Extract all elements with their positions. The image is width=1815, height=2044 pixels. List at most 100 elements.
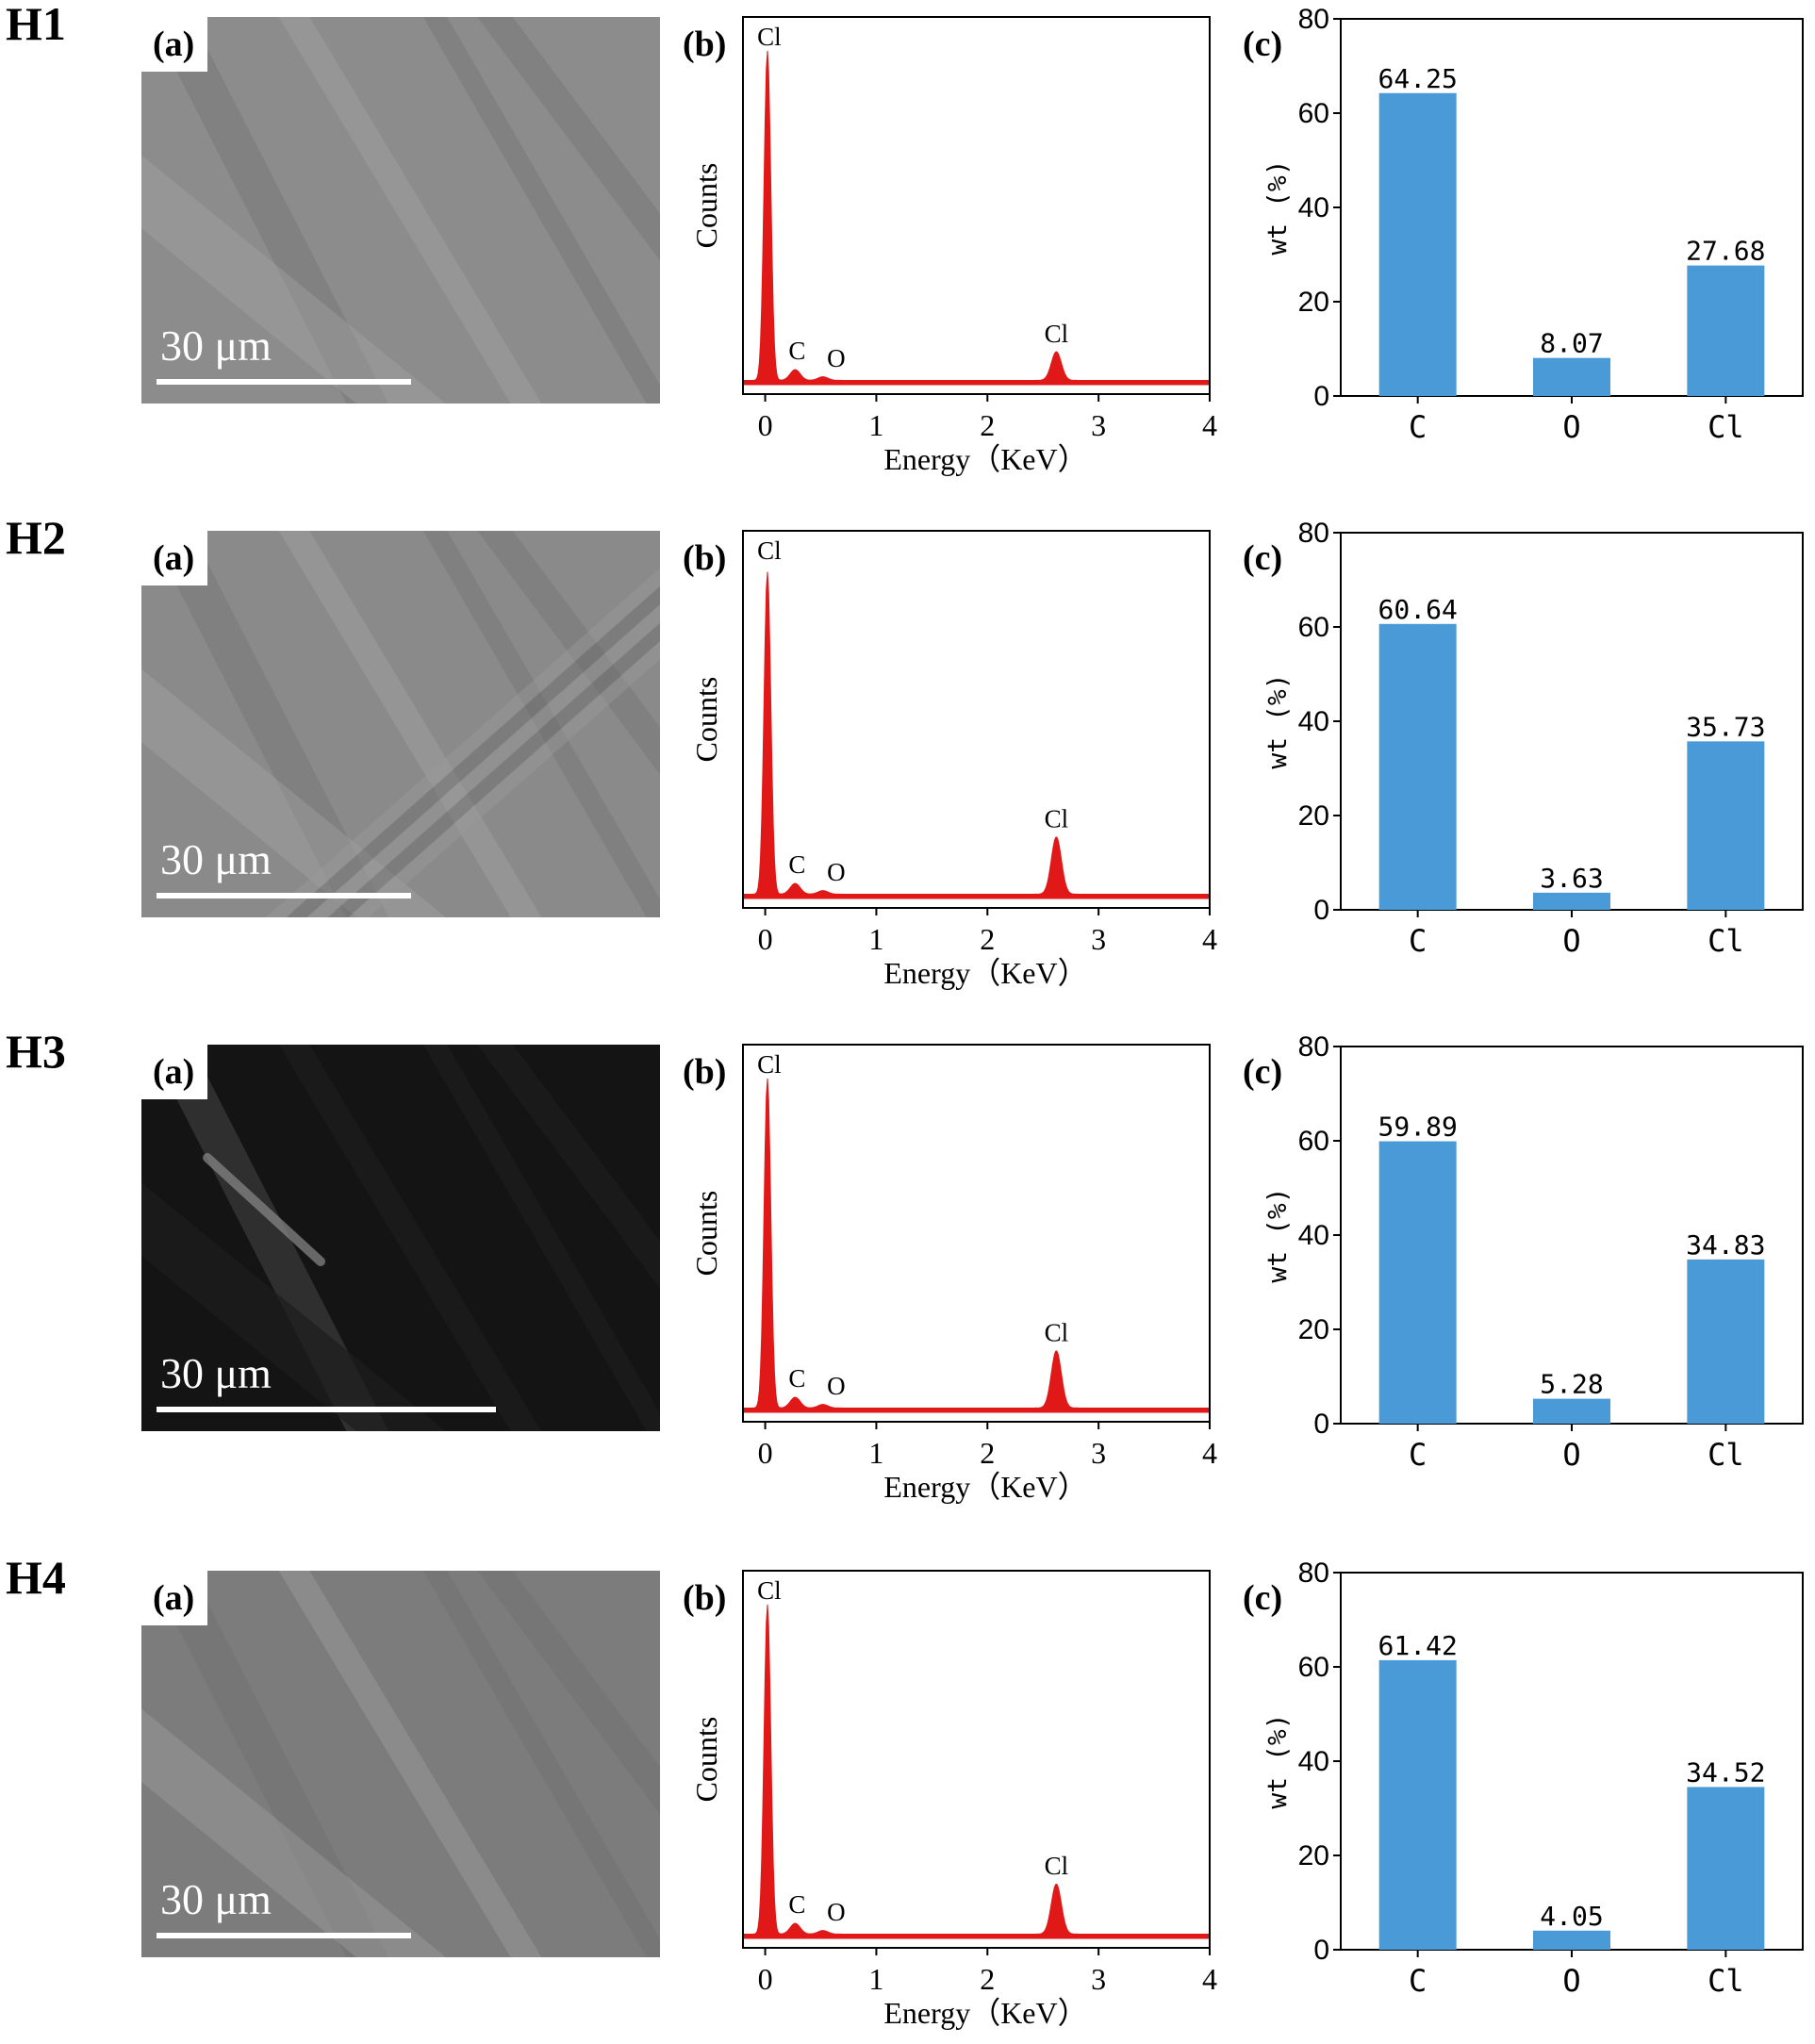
category-label: C: [1409, 1437, 1427, 1473]
spectrum-frame: [742, 1570, 1211, 1949]
scale-bar: [157, 1407, 496, 1412]
eds-spectrum: 0 1 2 3 4 Cl C O Cl Energy（KeV） Counts: [679, 514, 1217, 1004]
panel-label-c: (c): [1243, 1578, 1283, 1618]
peak-label: Cl: [1045, 320, 1069, 348]
chart-svg: 0 1 2 3 4 Cl C O Cl Energy（KeV） Counts: [689, 1570, 1217, 2030]
x-tick-label: 0: [758, 408, 773, 442]
panel-label-b: (b): [683, 1052, 727, 1092]
category-label: Cl: [1708, 923, 1744, 959]
category-label: Cl: [1708, 1963, 1744, 1999]
chart-mark: [141, 155, 446, 404]
sem-texture: [141, 531, 660, 917]
chart-mark: [477, 531, 660, 775]
chart-mark: [287, 586, 660, 917]
bar-value-label: 5.28: [1540, 1369, 1603, 1400]
x-tick-label: 2: [980, 1962, 995, 1996]
peak-label: O: [827, 858, 846, 886]
y-tick-label: 40: [1298, 1746, 1329, 1777]
y-tick-label: 20: [1298, 1314, 1329, 1345]
spectrum-frame: [742, 1044, 1211, 1423]
scale-bar: [157, 1933, 411, 1938]
chart-mark: [477, 1045, 660, 1289]
bar: [1533, 1398, 1610, 1424]
y-axis-label: Counts: [689, 1717, 723, 1803]
peak-label: Cl: [757, 1576, 782, 1605]
bar-value-label: 3.63: [1540, 863, 1603, 894]
bar-value-label: 4.05: [1540, 1901, 1603, 1932]
sem-image: (a) 30 μm: [141, 1045, 660, 1431]
panel-label-a: (a): [141, 17, 207, 72]
scale-bar-label: 30 μm: [160, 1875, 272, 1923]
x-tick-label: 1: [868, 1962, 883, 1996]
y-tick-label: 0: [1313, 381, 1329, 412]
chart-mark: [278, 1571, 542, 1957]
category-label: O: [1562, 409, 1580, 445]
y-axis-label: Counts: [689, 163, 723, 249]
sem-texture: [141, 1045, 660, 1431]
y-tick-label: 60: [1298, 1652, 1329, 1683]
peak-label: Cl: [757, 23, 782, 51]
peak-label: C: [788, 1890, 805, 1919]
peak-label: C: [788, 850, 805, 879]
x-axis-label: Energy（KeV）: [883, 1470, 1087, 1504]
panel-label-a: (a): [141, 1571, 207, 1625]
peak-label: O: [827, 1372, 846, 1400]
bar: [1533, 892, 1610, 910]
panel-label-c: (c): [1243, 538, 1283, 578]
chart-mark: [278, 17, 542, 404]
y-tick-label: 40: [1298, 706, 1329, 737]
bar: [1378, 92, 1457, 396]
chart-mark: [278, 1045, 542, 1431]
y-tick-label: 80: [1298, 518, 1329, 549]
y-tick-label: 20: [1298, 1840, 1329, 1871]
peak-label: C: [788, 1364, 805, 1393]
eds-spectrum: 0 1 2 3 4 Cl C O Cl Energy（KeV） Counts: [679, 0, 1217, 490]
y-tick-label: 80: [1298, 1031, 1329, 1063]
scale-bar-label: 30 μm: [160, 1349, 272, 1397]
y-axis-label: wt (%): [1262, 159, 1293, 255]
sem-image: (a) 30 μm: [141, 17, 660, 404]
chart-mark: [141, 531, 660, 917]
peak-label: Cl: [757, 536, 782, 565]
sem-image: (a) 30 μm: [141, 531, 660, 917]
chart-svg: 0 20 40 60 80 64.25 C 8.07 O 27.68 Cl wt (%): [1262, 4, 1804, 445]
panel-label-b: (b): [683, 25, 727, 64]
category-label: C: [1409, 923, 1427, 959]
peak-label: Cl: [1045, 1319, 1069, 1347]
chart-mark: [141, 668, 446, 917]
bar-value-label: 59.89: [1378, 1112, 1458, 1143]
chart-mark: [141, 1708, 446, 1957]
spectrum-trace: [742, 1604, 1211, 1939]
panel-label-c: (c): [1243, 1052, 1283, 1092]
bar: [1533, 357, 1610, 396]
category-label: Cl: [1708, 409, 1744, 445]
x-tick-label: 4: [1202, 922, 1217, 956]
chart-mark: [422, 531, 660, 917]
x-axis-label: Energy（KeV）: [883, 956, 1087, 990]
bar: [1687, 741, 1765, 910]
x-tick-label: 1: [868, 922, 883, 956]
row-label: H2: [6, 511, 66, 564]
x-tick-label: 2: [980, 408, 995, 442]
figure-row: H1 (a) 30 μm (b) 0 1 2 3 4 Cl C O Cl Energy（KeV） Count…: [0, 0, 1815, 490]
x-tick-label: 2: [980, 1436, 995, 1470]
bar-value-label: 64.25: [1378, 63, 1458, 94]
x-tick-label: 4: [1202, 1436, 1217, 1470]
x-tick-label: 3: [1091, 922, 1106, 956]
y-tick-label: 80: [1298, 1558, 1329, 1589]
scale-bar-label: 30 μm: [160, 835, 272, 883]
y-axis-label: Counts: [689, 1191, 723, 1277]
peak-label: O: [827, 1898, 846, 1926]
chart-mark: [477, 1571, 660, 1815]
panel-label-b: (b): [683, 538, 727, 578]
bar: [1687, 1259, 1765, 1424]
sem-texture: [141, 1571, 660, 1957]
panel-label-a: (a): [141, 531, 207, 585]
row-label: H3: [6, 1025, 66, 1078]
x-tick-label: 3: [1091, 1962, 1106, 1996]
figure-row: H3 (a) 30 μm (b) 0 1 2 3 4 Cl C O Cl Energy（KeV） Count…: [0, 1028, 1815, 1518]
chart-mark: [422, 1571, 660, 1957]
bar: [1378, 1141, 1457, 1424]
chart-svg: 0 20 40 60 80 61.42 C 4.05 O 34.52 Cl wt (%): [1262, 1558, 1804, 1999]
category-label: O: [1562, 1963, 1580, 1999]
